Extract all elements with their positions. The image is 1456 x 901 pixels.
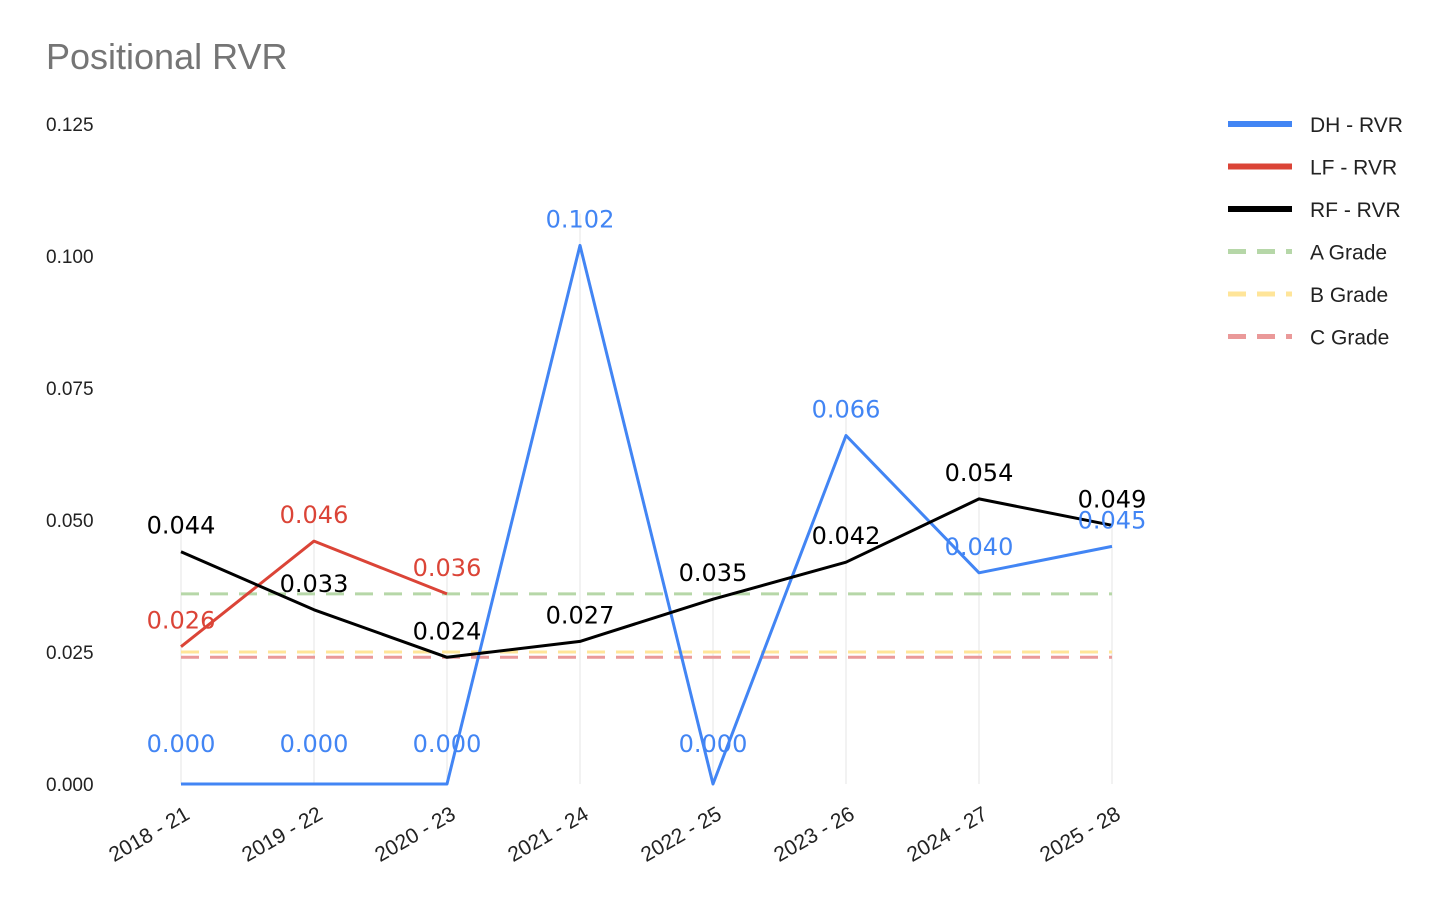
leader-lines (180, 213, 1113, 784)
data-label: 0.000 (147, 730, 216, 758)
data-label: 0.045 (1078, 506, 1147, 534)
data-label: 0.024 (413, 617, 482, 645)
data-label: 0.033 (280, 570, 349, 598)
legend-label: RF - RVR (1310, 199, 1401, 222)
grade-lines (181, 592, 1112, 659)
legend-item: B Grade (1228, 284, 1388, 307)
legend-label: B Grade (1310, 284, 1388, 307)
legend-label: LF - RVR (1310, 157, 1397, 180)
series-lines (180, 243, 1113, 786)
y-tick-label: 0.025 (46, 643, 94, 664)
legend-label: C Grade (1310, 327, 1389, 350)
chart-title: Positional RVR (46, 36, 288, 77)
data-label: 0.000 (679, 730, 748, 758)
y-tick-label: 0.050 (46, 511, 94, 532)
y-tick-label: 0.125 (46, 115, 94, 136)
y-axis-ticks: 0.000 0.025 0.050 0.075 0.100 0.125 (46, 115, 94, 796)
data-label: 0.054 (945, 459, 1014, 487)
data-label: 0.044 (147, 512, 216, 540)
series-line-dh-rvr (181, 243, 1113, 786)
data-label: 0.042 (812, 522, 881, 550)
x-tick-label: 2025 - 28 (1036, 802, 1124, 866)
legend-label: DH - RVR (1310, 114, 1403, 137)
legend-item: A Grade (1228, 242, 1387, 265)
data-label: 0.000 (413, 730, 482, 758)
data-label: 0.035 (679, 559, 748, 587)
legend-item: RF - RVR (1228, 199, 1401, 222)
x-tick-label: 2021 - 24 (504, 802, 593, 866)
data-label: 0.049 (1078, 485, 1147, 513)
series-line-lf-rvr (180, 539, 448, 648)
x-tick-label: 2018 - 21 (105, 802, 193, 866)
data-label: 0.046 (280, 501, 349, 529)
legend-item: C Grade (1228, 327, 1389, 350)
x-tick-label: 2020 - 23 (371, 802, 459, 866)
data-label: 0.102 (546, 205, 615, 233)
legend-item: LF - RVR (1228, 157, 1397, 180)
legend-item: DH - RVR (1228, 114, 1403, 137)
data-label: 0.040 (945, 533, 1014, 561)
y-tick-label: 0.100 (46, 247, 94, 268)
x-axis-ticks: 2018 - 21 2019 - 22 2020 - 23 2021 - 24 2022… (105, 802, 1124, 866)
series-line-rf-rvr (180, 497, 1113, 659)
x-tick-label: 2019 - 22 (238, 802, 326, 866)
legend-label: A Grade (1310, 242, 1387, 265)
y-tick-label: 0.000 (46, 775, 94, 796)
data-label: 0.066 (812, 396, 881, 424)
data-label: 0.027 (546, 601, 615, 629)
legend: DH - RVR LF - RVR RF - RVR A Grade B Grade C … (1228, 114, 1403, 350)
data-label: 0.000 (280, 730, 349, 758)
y-tick-label: 0.075 (46, 379, 94, 400)
x-tick-label: 2022 - 25 (637, 802, 725, 866)
x-tick-label: 2024 - 27 (903, 802, 991, 866)
data-labels: 0.000 0.000 0.000 0.102 0.000 0.066 0.040 0.045… (147, 205, 1147, 758)
data-label: 0.036 (413, 554, 482, 582)
data-label: 0.026 (147, 607, 216, 635)
x-tick-label: 2023 - 26 (770, 802, 858, 866)
